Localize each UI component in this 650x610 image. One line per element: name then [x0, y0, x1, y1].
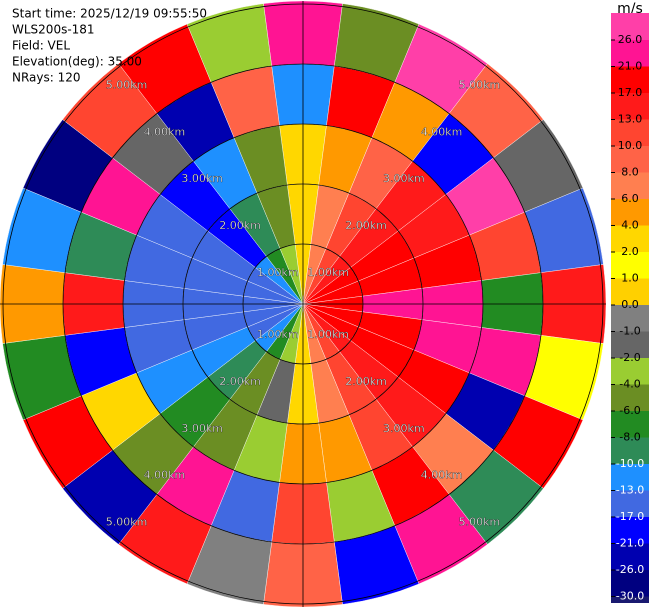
ring-label: 3.00km [383, 422, 425, 435]
colorbar-label: -13.0 [616, 484, 644, 497]
colorbar-label: 4.0 [621, 219, 639, 232]
range-ring [2, 3, 604, 605]
colorbar-segment [611, 331, 649, 358]
colorbar-segment [611, 225, 649, 252]
colorbar-segment [611, 490, 649, 517]
colorbar-segment [611, 278, 649, 305]
colorbar-segment [611, 570, 649, 597]
colorbar-label: -26.0 [616, 563, 644, 576]
header-line: Field: VEL [12, 39, 70, 53]
colorbar-segment [611, 93, 649, 120]
colorbar-segment [611, 517, 649, 544]
colorbar-label: -2.0 [619, 351, 640, 364]
colorbar-segment [611, 252, 649, 279]
colorbar-label: 2.0 [621, 245, 639, 258]
colorbar-label: 13.0 [618, 113, 643, 126]
colorbar-segment [611, 305, 649, 332]
ring-label: 5.00km [106, 515, 148, 528]
colorbar-segment [611, 358, 649, 385]
ring-label: 5.00km [459, 515, 501, 528]
header: Start time: 2025/12/19 09:55:50 WLS200s-1… [12, 7, 207, 85]
colorbar-segment [611, 119, 649, 146]
colorbar-label: 17.0 [618, 86, 643, 99]
colorbar-segment [611, 66, 649, 93]
ring-label: 2.00km [345, 375, 387, 388]
ring-label: 1.00km [257, 328, 299, 341]
colorbar-label: -21.0 [616, 537, 644, 550]
ring-label: 1.00km [307, 328, 349, 341]
colorbar-segment [611, 411, 649, 438]
colorbar: m/s26.021.017.013.010.08.06.04.02.01.00.… [611, 1, 649, 603]
ring-label: 4.00km [144, 469, 186, 482]
colorbar-label: -10.0 [616, 457, 644, 470]
ring-label: 2.00km [345, 219, 387, 232]
header-line: Elevation(deg): 35.00 [12, 55, 142, 69]
ring-label: 2.00km [219, 219, 261, 232]
colorbar-label: 10.0 [618, 139, 643, 152]
ring-label: 4.00km [421, 125, 463, 138]
colorbar-label: 0.0 [621, 298, 639, 311]
ring-label: 5.00km [459, 79, 501, 92]
colorbar-segment [611, 172, 649, 199]
ring-label: 1.00km [257, 266, 299, 279]
colorbar-segment [611, 596, 649, 603]
colorbar-label: 26.0 [618, 33, 643, 46]
ring-label: 4.00km [421, 469, 463, 482]
ring-label: 1.00km [307, 266, 349, 279]
range-rings: 1.00km 1.00km 1.00km 1.00km 2.00km 2.00km 2.00… [0, 1, 606, 607]
ring-label: 3.00km [181, 172, 223, 185]
colorbar-label: -6.0 [619, 404, 640, 417]
range-ring [242, 243, 364, 365]
colorbar-label: -17.0 [616, 510, 644, 523]
ring-label: 5.00km [106, 79, 148, 92]
colorbar-label: 1.0 [621, 272, 639, 285]
header-line: Start time: 2025/12/19 09:55:50 [12, 7, 207, 21]
ring-label: 4.00km [144, 125, 186, 138]
colorbar-segment [611, 464, 649, 491]
ring-label: 3.00km [383, 172, 425, 185]
header-line: WLS200s-181 [12, 23, 95, 37]
range-ring [182, 183, 424, 425]
colorbar-label: -4.0 [619, 378, 640, 391]
colorbar-label: 21.0 [618, 60, 643, 73]
colorbar-segment [611, 40, 649, 67]
colorbar-segment [611, 13, 649, 40]
colorbar-segment [611, 384, 649, 411]
colorbar-label: 8.0 [621, 166, 639, 179]
colorbar-label: -8.0 [619, 431, 640, 444]
radar-field [0, 0, 607, 608]
colorbar-segment [611, 199, 649, 226]
range-ring [62, 63, 544, 545]
header-line: NRays: 120 [12, 71, 81, 85]
ring-label: 3.00km [181, 422, 223, 435]
colorbar-label: 6.0 [621, 192, 639, 205]
range-ring [122, 123, 484, 485]
ring-label: 2.00km [219, 375, 261, 388]
colorbar-label: -1.0 [619, 325, 640, 338]
colorbar-label: -30.0 [616, 590, 644, 603]
colorbar-segment [611, 437, 649, 464]
colorbar-segment [611, 543, 649, 570]
colorbar-segment [611, 146, 649, 173]
